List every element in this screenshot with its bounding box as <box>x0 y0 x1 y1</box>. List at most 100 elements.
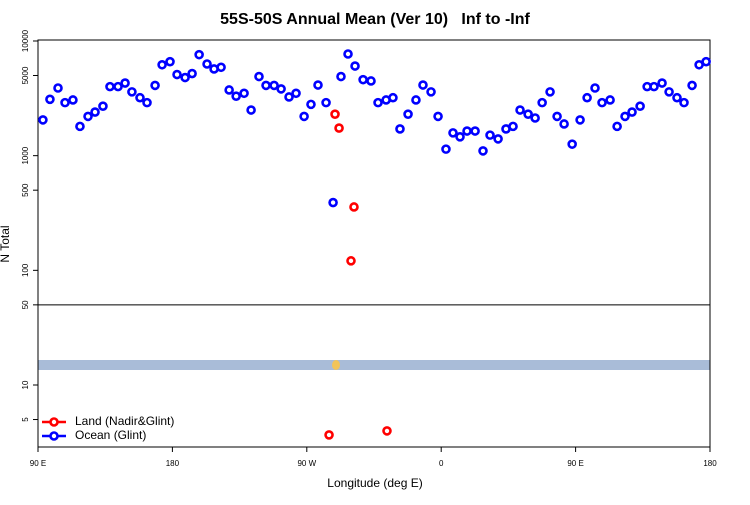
data-point <box>83 111 93 122</box>
data-point <box>53 83 63 93</box>
data-point <box>552 111 562 122</box>
band-spot <box>332 360 340 370</box>
data-point <box>239 88 249 99</box>
data-point <box>478 146 488 156</box>
chart-title: 55S-50S Annual Mean (Ver 10) Inf to -Inf <box>220 11 530 28</box>
data-point <box>135 92 145 103</box>
data-point <box>358 74 368 85</box>
y-tick-label: 5 <box>21 417 30 422</box>
data-point <box>334 123 344 133</box>
data-point <box>523 109 533 119</box>
data-point <box>105 81 115 92</box>
data-point <box>142 97 152 108</box>
background-band <box>38 360 710 370</box>
data-point <box>448 128 458 138</box>
data-point <box>299 111 309 122</box>
data-point <box>612 121 622 132</box>
data-point <box>664 87 674 97</box>
x-tick-label: 90 E <box>30 459 46 468</box>
data-point <box>120 78 130 88</box>
data-point <box>157 59 167 70</box>
data-point <box>559 119 569 129</box>
data-point <box>194 49 204 60</box>
data-point <box>620 111 630 122</box>
y-tick-label: 50 <box>21 300 30 309</box>
data-point <box>276 84 286 94</box>
x-tick-label: 180 <box>166 459 180 468</box>
data-point <box>485 130 495 140</box>
data-point <box>350 61 360 71</box>
data-point <box>150 80 160 91</box>
data-point <box>187 68 197 79</box>
data-point <box>165 56 175 67</box>
data-point <box>462 126 472 136</box>
data-point <box>455 132 465 142</box>
data-point <box>231 91 241 101</box>
data-point <box>98 101 108 111</box>
data-point <box>172 69 182 80</box>
data-point <box>349 202 359 212</box>
data-point <box>366 76 376 86</box>
data-point <box>545 87 555 97</box>
data-point <box>90 107 100 117</box>
data-point <box>306 99 316 110</box>
data-point <box>343 49 353 59</box>
data-point <box>68 95 78 105</box>
data-point <box>216 62 226 73</box>
y-tick-label: 100 <box>21 263 30 277</box>
data-point <box>330 109 340 119</box>
data-point <box>284 92 294 102</box>
data-point <box>426 87 436 97</box>
legend-label: Ocean (Glint) <box>75 428 146 442</box>
legend-label: Land (Nadir&Glint) <box>75 414 174 428</box>
legend-marker <box>49 417 59 427</box>
legend-marker <box>49 431 59 441</box>
data-point <box>411 95 421 105</box>
data-point <box>373 97 383 108</box>
data-point <box>324 430 334 440</box>
data-point <box>687 80 697 91</box>
data-point <box>582 92 592 103</box>
data-point <box>388 92 398 103</box>
data-point <box>470 126 480 136</box>
data-point <box>672 92 682 103</box>
y-tick-label: 1000 <box>21 146 30 164</box>
data-point <box>382 426 392 436</box>
data-point <box>701 56 711 67</box>
data-point <box>508 121 518 132</box>
data-point <box>291 88 301 99</box>
data-point <box>635 101 645 111</box>
data-point <box>202 59 212 69</box>
data-point <box>321 97 331 108</box>
data-point <box>418 80 428 90</box>
data-point <box>45 94 55 105</box>
data-point <box>433 111 443 122</box>
data-point <box>590 83 600 93</box>
data-point <box>336 71 346 82</box>
data-point <box>515 105 525 115</box>
plot-frame <box>37 39 711 448</box>
data-point <box>679 97 689 108</box>
data-point <box>567 139 577 149</box>
data-point <box>313 80 323 90</box>
data-point <box>657 78 667 88</box>
x-tick-label: 90 W <box>297 459 316 468</box>
data-point <box>537 97 547 108</box>
data-point <box>38 115 48 125</box>
data-point <box>246 105 256 115</box>
data-point <box>395 124 405 134</box>
y-axis-label: N Total <box>0 225 12 262</box>
data-point <box>530 113 540 123</box>
data-point <box>403 109 413 119</box>
data-point <box>627 107 637 117</box>
data-point <box>575 115 585 125</box>
data-point <box>75 121 85 132</box>
data-point <box>605 95 615 105</box>
data-point <box>493 134 503 144</box>
data-point <box>346 256 356 266</box>
y-tick-label: 5000 <box>21 66 30 84</box>
x-tick-label: 180 <box>703 459 717 468</box>
data-point <box>441 144 451 154</box>
data-point <box>261 80 271 91</box>
